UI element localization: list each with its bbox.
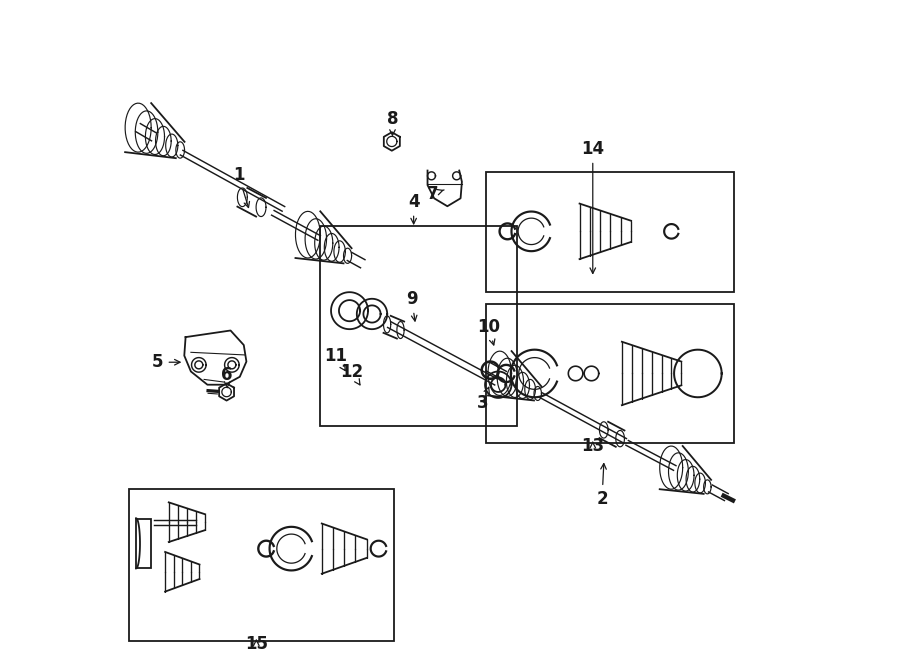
Text: 7: 7 [427,184,444,203]
Text: 15: 15 [245,635,268,654]
Bar [136,519,150,568]
Text: 4: 4 [408,192,419,224]
Text: 2: 2 [596,463,608,508]
Bar [320,226,517,426]
Bar [486,172,734,292]
Text: 10: 10 [477,317,500,345]
Text: 3: 3 [477,387,490,412]
Bar [130,489,394,641]
Bar [486,304,734,443]
Text: 11: 11 [324,346,347,371]
Text: 8: 8 [387,110,398,136]
Text: 12: 12 [340,363,363,385]
Text: 5: 5 [152,353,180,371]
Text: 13: 13 [581,437,604,455]
Text: 9: 9 [406,290,418,321]
Text: 14: 14 [581,139,604,274]
Text: 6: 6 [221,366,233,387]
Text: 1: 1 [233,166,249,208]
